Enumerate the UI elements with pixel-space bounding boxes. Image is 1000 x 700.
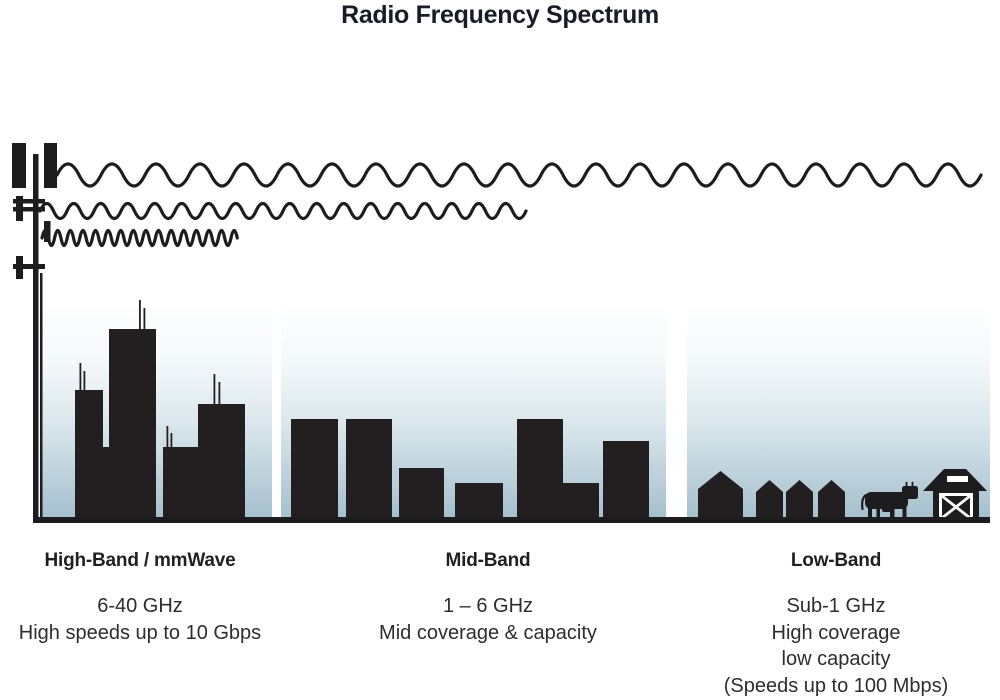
ground-line: [33, 517, 990, 523]
medium-wavelength-wave-icon: [38, 201, 528, 221]
band-frequency-mid: 1 – 6 GHz: [442, 595, 534, 617]
band-frequency-low: Sub-1 GHz: [786, 595, 886, 617]
band-description-high: High speeds up to 10 Gbps: [18, 621, 262, 644]
city-skyline-icon: [75, 300, 245, 518]
band-title-mid: Mid-Band: [445, 550, 531, 571]
suburb-houses-icon: [698, 471, 845, 518]
band-label-low: Low-Band Sub-1 GHz High coverage low cap…: [706, 550, 966, 699]
band-label-high: High-Band / mmWave 6-40 GHz High speeds …: [10, 550, 270, 646]
page-title: Radio Frequency Spectrum: [341, 1, 659, 29]
band-label-mid: Mid-Band 1 – 6 GHz Mid coverage & capaci…: [358, 550, 618, 646]
cell-tower-icon: [12, 143, 57, 521]
short-wavelength-wave-icon: [40, 228, 239, 248]
cow-icon: [861, 481, 918, 518]
band-title-high: High-Band / mmWave: [44, 550, 236, 571]
band-description-low-1: High coverage: [771, 621, 901, 644]
barn-icon: [923, 469, 987, 520]
band-description-mid: Mid coverage & capacity: [379, 621, 597, 644]
band-description-low-3: (Speeds up to 100 Mbps): [723, 674, 949, 697]
band-frequency-high: 6-40 GHz: [97, 595, 183, 617]
band-title-low: Low-Band: [790, 550, 882, 571]
long-wavelength-wave-icon: [55, 162, 983, 188]
sky-panel-mid-band: [281, 302, 666, 517]
band-description-low-2: low capacity: [781, 648, 891, 670]
mid-rise-buildings-icon: [291, 419, 649, 518]
